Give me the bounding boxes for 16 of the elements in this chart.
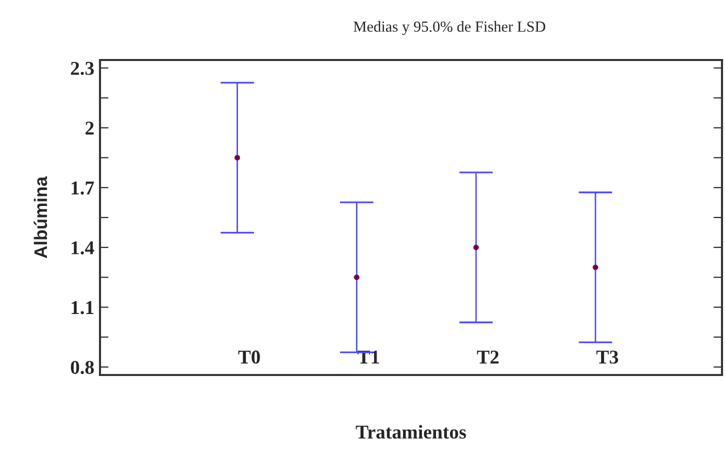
y-tick-label: 1.1: [72, 301, 94, 314]
y-axis-title: Albúmina: [34, 176, 48, 258]
x-axis-title: Tratamientos: [356, 425, 466, 439]
y-tick-label: 2.3: [70, 62, 94, 75]
x-tick-label: T0: [238, 350, 260, 364]
y-tick-label: 1.4: [72, 241, 94, 254]
y-tick-label: 2: [86, 122, 94, 135]
x-tick-label: T2: [477, 350, 499, 364]
point: [234, 154, 240, 160]
y-tick-label: 1.7: [72, 182, 94, 195]
point: [592, 264, 598, 270]
x-tick-label: T3: [596, 350, 618, 364]
point: [473, 244, 479, 250]
point: [354, 274, 360, 280]
chart-title: Medias y 95.0% de Fisher LSD: [354, 21, 546, 35]
y-tick-label: 0.8: [70, 360, 94, 374]
